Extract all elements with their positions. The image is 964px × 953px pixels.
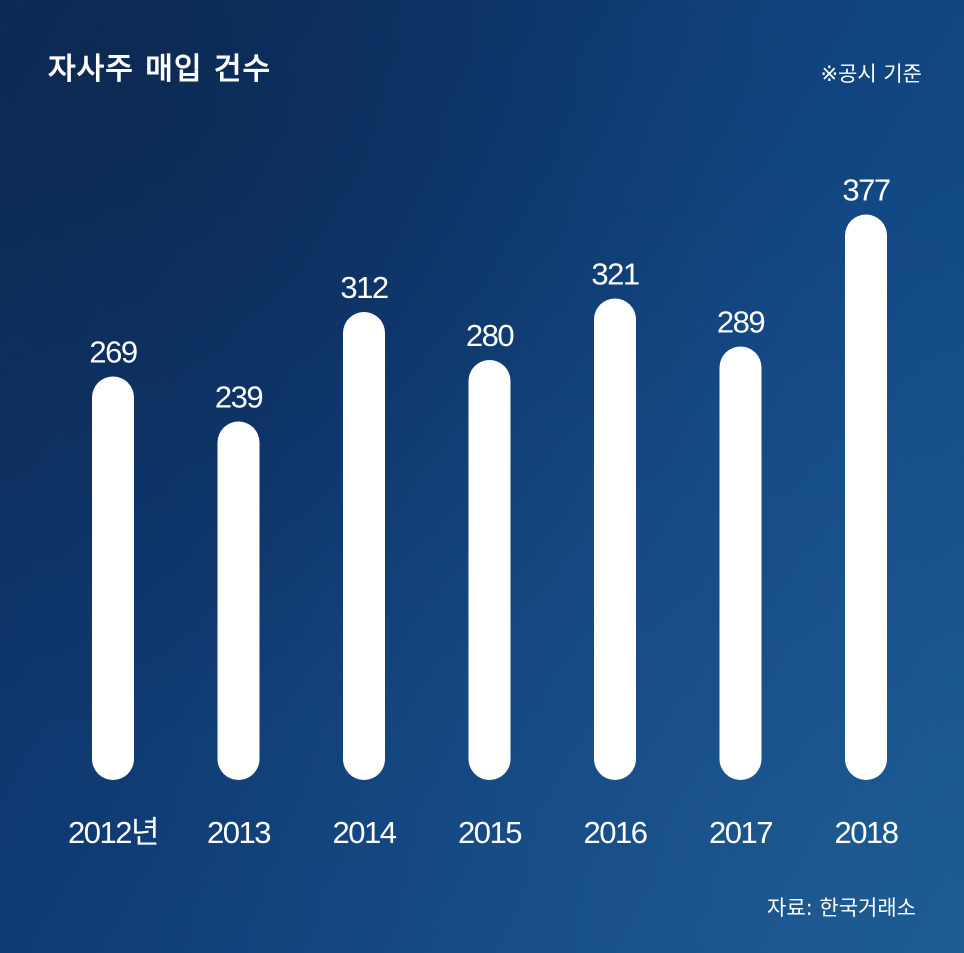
bar-2 — [217, 421, 260, 780]
year-tick-1: 2012년 — [68, 815, 158, 850]
bar-7 — [845, 214, 887, 780]
value-label-6: 289 — [717, 305, 764, 340]
bar-3 — [343, 312, 385, 780]
value-label-4: 280 — [466, 318, 514, 353]
value-label-5: 321 — [591, 257, 638, 292]
year-tick-5: 2016 — [584, 815, 647, 850]
value-label-2: 239 — [215, 380, 262, 415]
year-tick-7: 2018 — [835, 815, 898, 850]
year-tick-3: 2014 — [333, 815, 397, 850]
value-label-3: 312 — [340, 270, 387, 305]
chart-title: 자사주 매입 건수 — [48, 52, 272, 87]
source-note: 자료: 한국거래소 — [767, 896, 916, 920]
value-label-1: 269 — [89, 335, 136, 370]
year-tick-6: 2017 — [709, 815, 772, 850]
year-tick-2: 2013 — [207, 815, 270, 850]
basis-note: ※공시 기준 — [820, 62, 922, 86]
bar-6 — [719, 346, 762, 780]
bar-1 — [92, 376, 134, 780]
bar-4 — [468, 360, 511, 780]
value-label-7: 377 — [842, 173, 889, 208]
bar-5 — [594, 298, 636, 780]
year-tick-4: 2015 — [458, 815, 521, 850]
